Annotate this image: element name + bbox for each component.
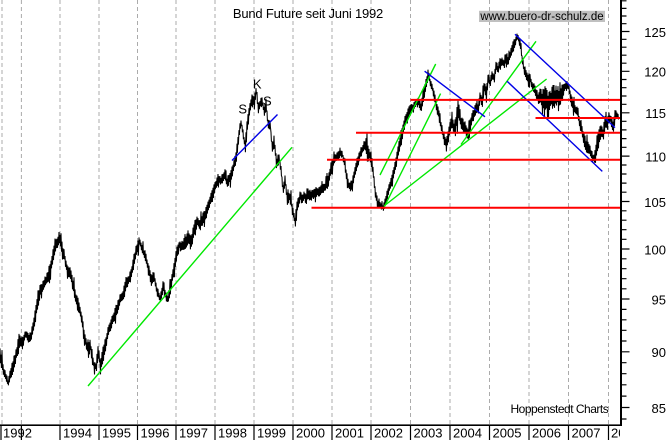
svg-text:100: 100 [644, 242, 666, 257]
svg-text:2000: 2000 [296, 425, 325, 440]
svg-text:2008: 2008 [611, 425, 640, 440]
svg-text:1995: 1995 [102, 425, 131, 440]
svg-text:2001: 2001 [335, 425, 364, 440]
svg-text:2002: 2002 [374, 425, 403, 440]
svg-text:2004: 2004 [453, 425, 482, 440]
svg-text:1997: 1997 [179, 425, 208, 440]
svg-text:1999: 1999 [257, 425, 286, 440]
svg-text:95: 95 [652, 292, 666, 307]
svg-text:S: S [238, 102, 247, 117]
svg-text:Bund Future seit Juni 1992: Bund Future seit Juni 1992 [233, 6, 383, 21]
svg-text:85: 85 [652, 401, 666, 416]
svg-text:90: 90 [652, 345, 666, 360]
svg-text:2003: 2003 [414, 425, 443, 440]
svg-text:125: 125 [644, 25, 666, 40]
svg-text:115: 115 [645, 106, 666, 121]
svg-text:105: 105 [644, 195, 666, 210]
svg-text:2005: 2005 [493, 425, 522, 440]
svg-text:1996: 1996 [141, 425, 170, 440]
svg-text:www.buero-dr-schulz.de: www.buero-dr-schulz.de [479, 11, 603, 23]
svg-text:1994: 1994 [63, 425, 92, 440]
svg-text:2006: 2006 [532, 425, 561, 440]
svg-text:1998: 1998 [218, 425, 247, 440]
svg-text:2007: 2007 [572, 425, 601, 440]
svg-text:S: S [263, 94, 272, 109]
svg-text:Hoppenstedt Charts: Hoppenstedt Charts [511, 402, 609, 416]
svg-text:120: 120 [644, 65, 666, 80]
svg-text:110: 110 [645, 149, 666, 164]
svg-text:1992: 1992 [3, 425, 32, 440]
svg-text:K: K [253, 77, 262, 92]
